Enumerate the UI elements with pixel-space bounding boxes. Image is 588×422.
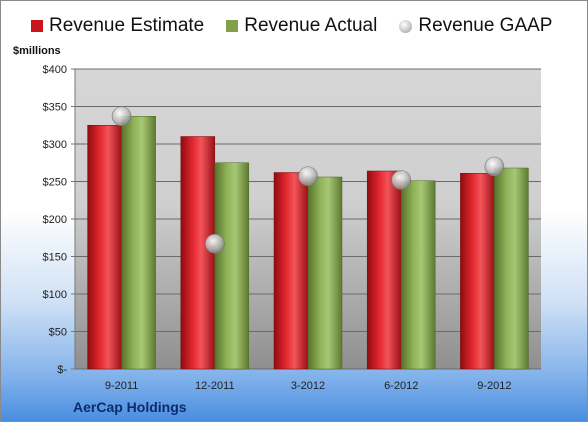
point-revenue-gaap [298,166,318,187]
legend-label-gaap: Revenue GAAP [418,15,553,36]
y-tick-label: $300 [43,139,67,151]
x-tick-label: 6-2012 [384,380,418,392]
company-name: AerCap Holdings [73,399,187,415]
bar-revenue-estimate [460,173,495,370]
x-tick-label: 9-2011 [105,380,138,392]
y-tick-label: $350 [43,102,67,114]
point-revenue-gaap [484,156,505,177]
point-revenue-gaap [205,233,225,254]
x-tick-label: 3-2012 [291,380,325,392]
bar-revenue-estimate [366,170,402,370]
y-tick-label: $50 [49,327,67,339]
bar-revenue-actual [400,180,436,370]
y-tick-label: $200 [43,214,67,226]
bar-revenue-estimate [180,136,216,370]
bar-revenue-actual [307,176,343,370]
bar-revenue-actual [214,162,250,370]
y-tick-label: $100 [43,289,67,301]
legend-item-estimate: Revenue Estimate [31,15,204,37]
x-tick-label: 12-2011 [195,380,235,392]
y-axis-unit-label: $millions [13,45,61,57]
bar-revenue-estimate [87,125,122,370]
y-tick-label: $250 [43,177,67,189]
legend-swatch-estimate [31,20,43,32]
y-tick-label: $400 [43,64,67,76]
bar-revenue-actual [121,116,156,370]
x-tick-label: 9-2012 [477,380,511,392]
legend-swatch-gaap [399,19,413,33]
chart-legend: Revenue Estimate Revenue Actual Revenue … [31,15,552,37]
legend-label-estimate: Revenue Estimate [49,15,205,36]
legend-label-actual: Revenue Actual [244,15,378,36]
y-tick-label: $150 [43,252,67,264]
point-revenue-gaap [391,170,412,190]
bar-revenue-estimate [273,172,309,370]
legend-swatch-actual [226,20,239,32]
bar-revenue-actual [494,167,529,370]
legend-item-actual: Revenue Actual [226,15,377,37]
point-revenue-gaap [111,106,132,127]
y-tick-label: $- [57,364,67,376]
legend-item-gaap: Revenue GAAP [399,15,552,37]
